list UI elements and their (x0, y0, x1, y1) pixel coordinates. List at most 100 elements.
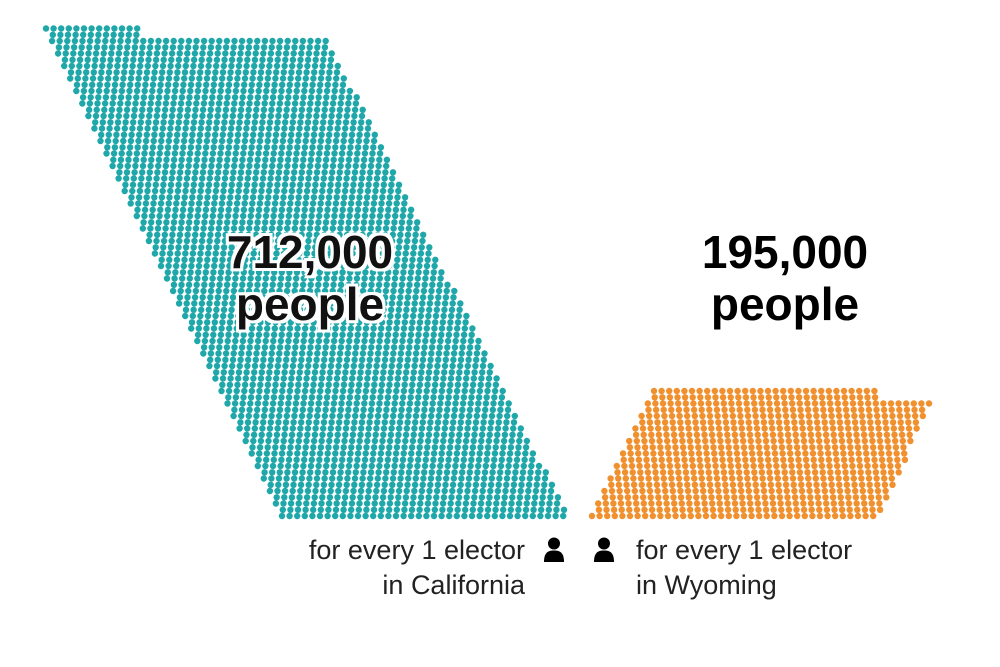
person-dot (54, 50, 62, 57)
person-dot (401, 256, 409, 263)
person-dot (626, 512, 634, 520)
person-dot (192, 106, 199, 114)
person-dot (772, 456, 779, 463)
person-dot (408, 325, 415, 332)
person-dot (791, 487, 798, 495)
person-dot (449, 487, 456, 495)
person-dot (306, 44, 313, 51)
person-dot (70, 44, 78, 51)
person-dot (298, 419, 305, 426)
person-dot (89, 81, 96, 89)
person-dot (284, 100, 291, 107)
person-dot (250, 69, 257, 76)
person-dot (264, 262, 271, 270)
person-dot (231, 156, 239, 163)
person-dot (171, 212, 178, 220)
person-dot (372, 431, 379, 438)
person-dot (322, 37, 329, 45)
person-dot (328, 294, 336, 301)
person-dot (717, 437, 724, 445)
person-dot (619, 450, 627, 457)
person-dot (698, 475, 705, 482)
person-dot (422, 394, 430, 401)
person-dot (629, 469, 636, 476)
person-dot (313, 475, 321, 482)
person-dot (424, 444, 431, 451)
person-dot (323, 394, 331, 401)
person-dot (767, 475, 774, 482)
person-dot (851, 481, 858, 488)
person-dot (805, 481, 813, 488)
person-dot (690, 469, 697, 476)
person-dot (240, 87, 247, 95)
person-dot (480, 356, 487, 363)
person-dot (247, 400, 254, 407)
person-dot (502, 487, 509, 495)
person-dot (331, 331, 339, 338)
person-dot (251, 300, 259, 307)
person-dot (147, 37, 155, 45)
person-dot (406, 337, 414, 345)
person-dot (148, 212, 156, 220)
person-dot (264, 200, 271, 207)
person-dot (143, 131, 150, 138)
person-dot (191, 294, 199, 301)
person-dot (807, 494, 814, 501)
person-dot (351, 231, 358, 238)
person-dot (394, 250, 402, 257)
person-dot (741, 450, 748, 457)
person-dot (215, 100, 223, 107)
person-dot (108, 50, 115, 57)
person-dot (235, 62, 243, 70)
person-dot (314, 350, 321, 357)
person-dot (214, 231, 222, 238)
person-dot (239, 156, 246, 163)
person-dot (381, 481, 388, 488)
person-dot (414, 275, 421, 282)
person-dot (327, 300, 335, 307)
person-dot (203, 81, 210, 89)
person-dot (327, 425, 334, 432)
person-dot (162, 100, 170, 107)
person-dot (163, 219, 170, 226)
person-dot (414, 219, 421, 226)
person-dot (241, 262, 248, 270)
person-dot (374, 412, 382, 420)
person-dot (795, 387, 802, 395)
person-dot (388, 237, 396, 245)
person-dot (380, 181, 387, 188)
person-dot (841, 394, 848, 401)
person-dot (826, 394, 833, 401)
person-dot (679, 506, 686, 513)
person-dot (407, 269, 415, 276)
person-dot (439, 381, 446, 388)
person-dot (248, 81, 255, 89)
person-dot (97, 137, 104, 145)
person-dot (168, 175, 175, 182)
person-dot (343, 175, 350, 182)
person-dot (253, 106, 260, 114)
person-dot (301, 206, 308, 213)
person-dot (435, 287, 443, 295)
person-dot (295, 500, 302, 507)
person-dot (454, 319, 462, 326)
person-dot (888, 406, 895, 413)
person-dot (214, 175, 221, 182)
person-dot (782, 475, 789, 482)
person-dot (426, 306, 433, 313)
person-dot (387, 187, 394, 195)
person-dot (700, 494, 708, 501)
person-dot (905, 419, 912, 426)
person-dot (697, 394, 704, 401)
person-dot (233, 387, 240, 395)
person-dot (365, 181, 372, 188)
person-dot (516, 431, 524, 438)
person-dot (313, 419, 320, 426)
person-dot (463, 375, 470, 382)
person-dot (193, 100, 200, 107)
person-dot (780, 387, 787, 395)
person-dot (211, 194, 219, 201)
person-dot (339, 331, 346, 338)
person-dot (353, 275, 361, 282)
person-dot (197, 62, 205, 70)
